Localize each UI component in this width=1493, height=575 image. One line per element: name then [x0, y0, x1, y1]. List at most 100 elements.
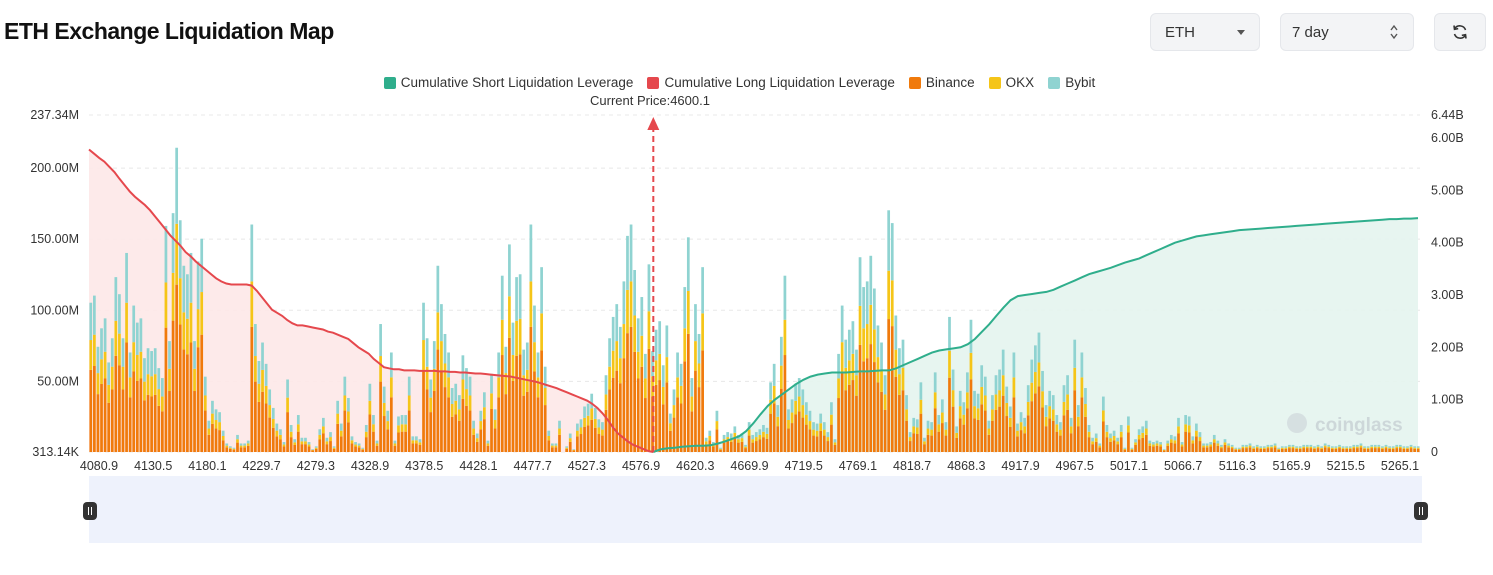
- bar-bybit: [1198, 432, 1202, 438]
- bar-binance: [1062, 415, 1066, 452]
- bar-binance: [415, 443, 418, 452]
- refresh-button[interactable]: [1434, 13, 1486, 51]
- bar-binance: [1277, 449, 1281, 452]
- zoom-slider-track[interactable]: [89, 476, 1422, 543]
- bar-okx: [203, 395, 207, 411]
- bar-bybit: [1216, 440, 1220, 444]
- bar-bybit: [404, 415, 408, 425]
- bar-okx: [812, 429, 815, 436]
- legend-item-okx[interactable]: OKX: [988, 75, 1034, 90]
- bar-okx: [1166, 443, 1170, 446]
- bar-okx: [572, 449, 576, 451]
- bar-binance: [164, 327, 168, 452]
- bar-okx: [304, 441, 307, 445]
- bar-bybit: [640, 297, 644, 336]
- bar-binance: [1316, 448, 1320, 452]
- bar-binance: [1048, 418, 1052, 452]
- bar-bybit: [1259, 446, 1263, 448]
- bar-binance: [1123, 449, 1127, 452]
- bar-binance: [1023, 433, 1026, 452]
- bar-okx: [593, 418, 597, 428]
- bar-bybit: [683, 287, 687, 329]
- bar-okx: [554, 445, 558, 448]
- bar-okx: [375, 443, 379, 446]
- bar-binance: [89, 369, 93, 452]
- bar-okx: [121, 366, 125, 390]
- bar-bybit: [1237, 447, 1241, 449]
- time-range-select[interactable]: 7 day: [1280, 13, 1414, 51]
- refresh-icon: [1453, 25, 1467, 39]
- bar-binance: [475, 441, 479, 452]
- bar-bybit: [1273, 443, 1277, 446]
- zoom-handle-left[interactable]: [83, 502, 97, 520]
- bar-bybit: [1388, 446, 1391, 448]
- y-right-tick-label: 6.44B: [1431, 108, 1464, 122]
- bar-binance: [837, 398, 840, 452]
- bar-bybit: [779, 336, 783, 366]
- bar-binance: [1352, 448, 1356, 452]
- bar-okx: [314, 447, 318, 449]
- bar-bybit: [339, 423, 343, 431]
- bar-okx: [1094, 438, 1098, 442]
- bar-binance: [966, 408, 969, 452]
- bar-okx: [1177, 426, 1180, 434]
- bar-okx: [1291, 446, 1295, 449]
- bar-bybit: [1205, 443, 1209, 446]
- chevron-down-icon: [1237, 30, 1245, 35]
- bar-okx: [830, 414, 833, 425]
- bar-bybit: [905, 395, 908, 410]
- x-tick-label: 4967.5: [1056, 459, 1094, 473]
- bar-okx: [221, 436, 225, 441]
- bar-bybit: [268, 389, 272, 406]
- short-cumulative-line: [652, 217, 1419, 453]
- bar-bybit: [196, 261, 200, 310]
- bar-binance: [343, 410, 347, 452]
- bar-okx: [1212, 439, 1216, 443]
- legend-item-binance[interactable]: Binance: [908, 75, 975, 90]
- bar-binance: [615, 370, 619, 452]
- bar-bybit: [690, 378, 694, 397]
- bar-binance: [450, 416, 454, 452]
- bar-okx: [973, 406, 976, 419]
- bar-okx: [1302, 446, 1306, 449]
- bar-binance: [150, 396, 153, 452]
- bar-okx: [769, 399, 772, 414]
- bar-bybit: [214, 409, 218, 421]
- bar-bybit: [740, 433, 744, 439]
- bar-bybit: [840, 305, 844, 343]
- bar-bybit: [955, 426, 959, 433]
- bar-bybit: [665, 325, 669, 358]
- bar-binance: [958, 418, 962, 452]
- zoom-handle-right[interactable]: [1414, 502, 1428, 520]
- bar-bybit: [747, 422, 751, 430]
- legend-label-binance: Binance: [925, 75, 975, 90]
- legend-item-long[interactable]: Cumulative Long Liquidation Leverage: [647, 75, 895, 90]
- bar-okx: [1008, 417, 1012, 427]
- bar-okx: [701, 313, 704, 351]
- bar-okx: [468, 395, 472, 411]
- bar-bybit: [973, 390, 976, 407]
- bar-bybit: [400, 415, 404, 425]
- page-title: ETH Exchange Liquidation Map: [4, 18, 334, 44]
- bar-okx: [218, 422, 221, 431]
- bar-okx: [1101, 410, 1105, 422]
- bar-okx: [207, 428, 211, 435]
- bar-binance: [733, 437, 737, 452]
- bar-binance: [869, 344, 873, 452]
- bar-bybit: [1076, 405, 1080, 417]
- bar-bybit: [1109, 433, 1112, 439]
- bar-binance: [1288, 448, 1291, 452]
- bar-bybit: [1409, 444, 1413, 447]
- bar-bybit: [243, 443, 246, 446]
- legend-item-bybit[interactable]: Bybit: [1048, 75, 1095, 90]
- bar-binance: [1220, 448, 1223, 452]
- bar-binance: [819, 430, 823, 452]
- coin-select[interactable]: ETH: [1150, 13, 1260, 51]
- bar-bybit: [364, 424, 368, 432]
- bar-okx: [1155, 443, 1159, 446]
- bar-binance: [493, 428, 497, 452]
- bar-bybit: [497, 352, 501, 378]
- legend-item-short[interactable]: Cumulative Short Liquidation Leverage: [383, 75, 633, 90]
- bar-binance: [937, 431, 941, 452]
- bar-binance: [418, 444, 422, 452]
